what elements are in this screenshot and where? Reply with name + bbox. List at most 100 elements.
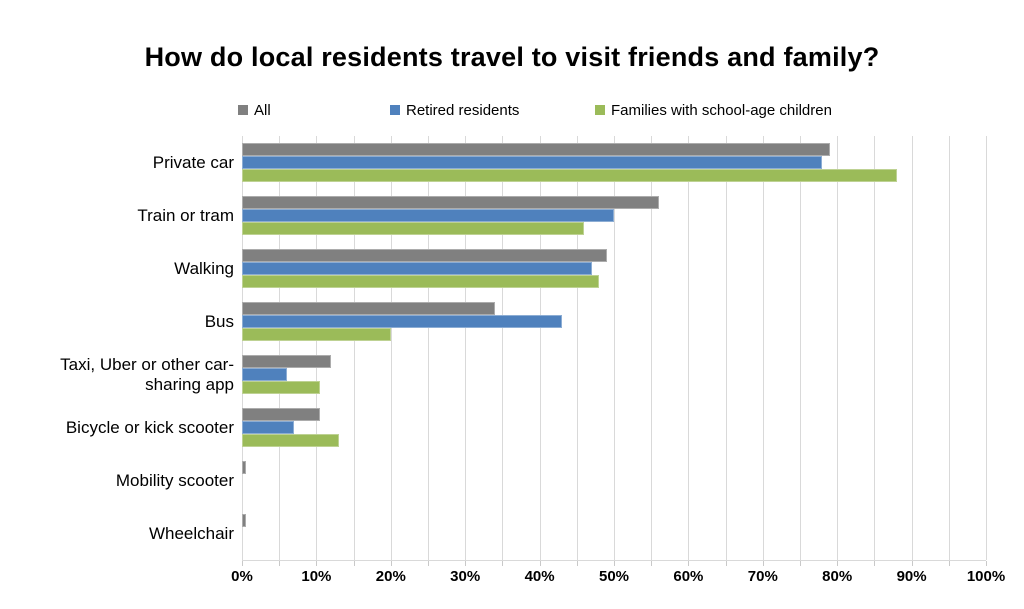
gridline-90pct <box>911 136 913 560</box>
gridline-25pct <box>428 136 429 560</box>
gridline-85pct <box>874 136 876 560</box>
axis-tick-65pct <box>725 561 727 566</box>
bar-all-mobility-scooter <box>242 461 246 474</box>
category-label-train-or-tram: Train or tram <box>137 205 234 225</box>
gridline-0pct <box>242 136 243 560</box>
gridline-100pct <box>986 136 987 560</box>
bar-group-mobility-scooter <box>242 454 986 507</box>
gridline-15pct <box>353 136 355 560</box>
gridline-75pct <box>800 136 801 560</box>
bar-group-bus <box>242 295 986 348</box>
x-tick-label-30: 30% <box>450 568 481 585</box>
x-axis-tick-labels: 0% 10% 20% 30% 40% 50% 60% 70% 80% 90% 100% <box>231 568 1005 588</box>
axis-tick-45pct <box>576 561 578 566</box>
gridline-5pct <box>279 136 281 560</box>
bar-all-bus <box>242 302 495 315</box>
bar-all-private-car <box>242 143 830 156</box>
bar-all-wheelchair <box>242 514 246 527</box>
x-tick-label-90: 90% <box>896 568 927 585</box>
plot-area <box>242 136 987 566</box>
axis-tick-75pct <box>800 561 801 566</box>
bar-all-bicycle-or-kick-scooter <box>242 408 321 421</box>
legend-item-retired-residents: Retired residents <box>390 101 519 119</box>
axis-tick-25pct <box>428 561 429 566</box>
bar-group-private-car <box>242 136 986 189</box>
bar-families-with-school-age-children-bicycle-or-kick-scooter <box>242 434 339 447</box>
gridline-40pct <box>539 136 541 560</box>
axis-tick-70pct <box>762 561 764 566</box>
axis-tick-50pct <box>614 561 615 566</box>
gridline-55pct <box>651 136 653 560</box>
axis-tick-10pct <box>316 561 318 566</box>
axis-tick-20pct <box>390 561 392 566</box>
axis-tick-40pct <box>539 561 541 566</box>
bar-families-with-school-age-children-bus <box>242 328 391 341</box>
axis-tick-90pct <box>911 561 913 566</box>
x-tick-label-50: 50% <box>598 568 630 585</box>
gridline-10pct <box>316 136 318 560</box>
bar-retired-residents-train-or-tram <box>242 209 614 222</box>
bar-group-train-or-tram <box>242 189 986 242</box>
axis-tick-35pct <box>502 561 504 566</box>
bar-group-wheelchair <box>242 507 986 560</box>
axis-tick-5pct <box>279 561 281 566</box>
x-tick-label-70: 70% <box>747 568 778 585</box>
legend-swatch-retired-residents <box>390 105 400 115</box>
gridline-70pct <box>762 136 764 560</box>
axis-tick-85pct <box>874 561 876 566</box>
legend-swatch-families-with-school-age-children <box>595 105 605 115</box>
x-axis-line <box>242 560 986 561</box>
gridline-35pct <box>502 136 504 560</box>
bar-all-train-or-tram <box>242 196 659 209</box>
category-axis-labels: Private car Train or tram Walking Bus Taxi, … <box>0 136 234 560</box>
category-label-walking: Walking <box>174 258 234 278</box>
bar-retired-residents-taxi-uber-or-other-car-sharing-app <box>242 368 287 381</box>
legend-item-all: All <box>238 101 271 119</box>
axis-tick-100pct <box>986 561 987 566</box>
bar-retired-residents-bus <box>242 315 562 328</box>
gridline-50pct <box>614 136 615 560</box>
legend: All Retired residents Families with school… <box>0 101 1024 119</box>
gridline-65pct <box>725 136 727 560</box>
x-tick-label-20: 20% <box>375 568 406 585</box>
bar-families-with-school-age-children-taxi-uber-or-other-car-sharing-app <box>242 381 321 394</box>
chart-title: How do local residents travel to visit f… <box>144 42 880 72</box>
axis-tick-60pct <box>688 561 690 566</box>
x-tick-label-0: 0% <box>231 568 253 585</box>
bar-group-taxi-uber-or-other-car-sharing-app <box>242 348 986 401</box>
bar-families-with-school-age-children-private-car <box>242 169 897 182</box>
gridline-20pct <box>390 136 392 560</box>
bar-retired-residents-walking <box>242 262 592 275</box>
category-label-taxi-uber-or-other-car-sharing-app: Taxi, Uber or other car-sharing app <box>60 354 234 394</box>
axis-tick-80pct <box>837 561 839 566</box>
bar-group-bicycle-or-kick-scooter <box>242 401 986 454</box>
bar-retired-residents-private-car <box>242 156 823 169</box>
x-tick-label-100: 100% <box>966 568 1006 585</box>
gridline-30pct <box>465 136 467 560</box>
legend-swatch-all <box>238 105 248 115</box>
axis-tick-30pct <box>465 561 467 566</box>
axis-tick-95pct <box>948 561 950 566</box>
axis-tick-0pct <box>242 561 243 566</box>
category-label-private-car: Private car <box>152 152 234 172</box>
gridline-45pct <box>576 136 578 560</box>
bar-families-with-school-age-children-train-or-tram <box>242 222 585 235</box>
x-tick-label-60: 60% <box>673 568 704 585</box>
category-label-bus: Bus <box>204 311 234 331</box>
legend-label-all: All <box>254 101 271 119</box>
legend-item-families-with-school-age-children: Families with school-age children <box>595 101 832 119</box>
legend-label-retired-residents: Retired residents <box>406 101 520 119</box>
bar-all-walking <box>242 249 607 262</box>
category-label-bicycle-or-kick-scooter: Bicycle or kick scooter <box>65 417 234 437</box>
category-label-wheelchair: Wheelchair <box>148 523 234 543</box>
x-tick-label-40: 40% <box>524 568 555 585</box>
gridline-95pct <box>948 136 950 560</box>
bar-families-with-school-age-children-walking <box>242 275 600 288</box>
bar-all-taxi-uber-or-other-car-sharing-app <box>242 355 332 368</box>
gridline-80pct <box>837 136 839 560</box>
gridline-60pct <box>688 136 690 560</box>
x-tick-label-80: 80% <box>822 568 853 585</box>
bar-retired-residents-bicycle-or-kick-scooter <box>242 421 295 434</box>
bar-group-walking <box>242 242 986 295</box>
